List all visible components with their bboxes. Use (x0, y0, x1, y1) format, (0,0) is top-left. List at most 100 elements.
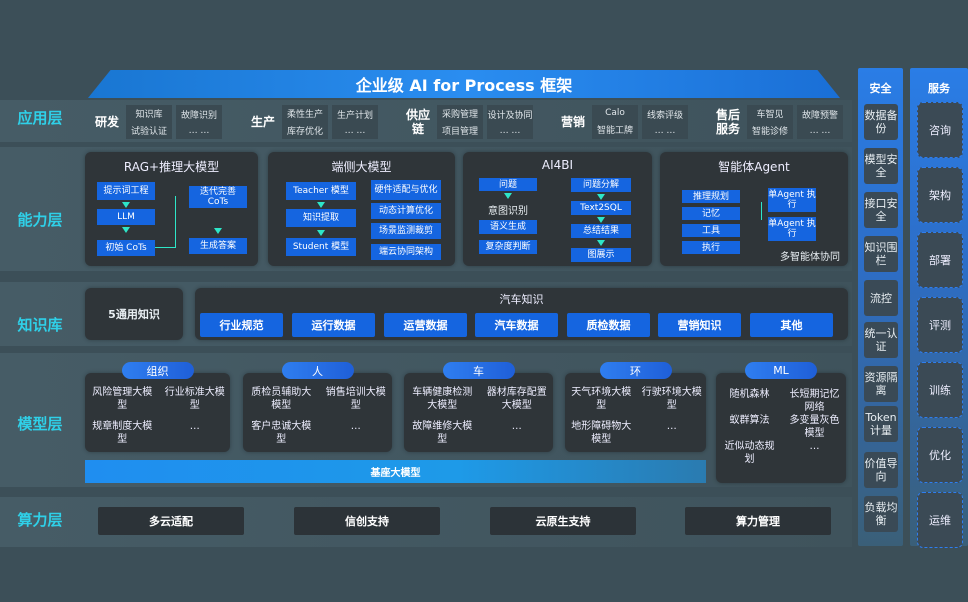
arrow-down-icon (597, 217, 605, 223)
edge-feature: 场景监测裁剪 (371, 223, 441, 239)
model-item: 地形障碍物大模型 (571, 421, 632, 445)
ai4bi-complexity: 复杂度判断 (479, 240, 537, 254)
app-item[interactable]: 柔性生产 (286, 110, 323, 120)
ai4bi-chart: 图展示 (571, 248, 631, 262)
model-item: 长短期记忆网络 (789, 389, 840, 413)
app-item[interactable]: 库存优化 (286, 127, 323, 137)
app-box: 设计及协同 … … (487, 105, 533, 139)
auto-knowledge-title: 汽车知识 (499, 293, 544, 306)
app-item[interactable]: 车智见 (756, 110, 784, 120)
model-group-panel (565, 373, 706, 452)
knowledge-item[interactable]: 汽车数据 (475, 313, 558, 337)
app-item[interactable]: 故障识别 (180, 110, 217, 121)
service-title: 服务 (928, 82, 950, 95)
connector-line (175, 196, 176, 248)
single-agent-exec: 单Agent 执行 (768, 217, 816, 241)
app-item[interactable]: … … (809, 126, 831, 137)
service-item[interactable]: 咨询 (917, 102, 963, 158)
app-box: 采购管理 项目管理 (437, 105, 483, 139)
base-model-bar: 基座大模型 (85, 460, 706, 483)
knowledge-item[interactable]: 营销知识 (658, 313, 741, 337)
knowledge-item[interactable]: 其他 (750, 313, 833, 337)
app-group: 营销 Calo 智能工牌 线索评级 … … (558, 105, 688, 139)
knowledge-item[interactable]: 行业规范 (200, 313, 283, 337)
model-item: 行驶环境大模型 (641, 387, 702, 411)
security-item[interactable]: 负载均衡 (864, 496, 898, 532)
single-agent-exec: 单Agent 执行 (768, 188, 816, 212)
agent-module: 执行 (682, 241, 740, 254)
knowledge-item[interactable]: 运行数据 (292, 313, 375, 337)
app-item[interactable]: … … (188, 126, 210, 137)
app-item[interactable]: 故障预警 (801, 110, 838, 121)
compute-item[interactable]: 云原生支持 (490, 507, 636, 535)
model-item: 风险管理大模型 (92, 387, 153, 411)
security-item[interactable]: 模型安全 (864, 148, 898, 184)
general-knowledge: 5通用知识 (85, 288, 183, 340)
security-item[interactable]: 价值导向 (864, 452, 898, 488)
layer-label-capability: 能力层 (17, 211, 63, 229)
layer-label-compute: 算力层 (17, 511, 63, 529)
model-group-panel (716, 373, 846, 483)
arrow-down-icon (122, 202, 130, 208)
connector-line (752, 202, 762, 220)
model-group-head: 组织 (121, 362, 194, 379)
security-item[interactable]: 接口安全 (864, 192, 898, 228)
model-item: 车辆健康检测大模型 (412, 387, 473, 411)
security-item[interactable]: Token计量 (864, 406, 898, 442)
model-group-panel (404, 373, 553, 452)
security-item[interactable]: 资源隔离 (864, 366, 898, 402)
ai4bi-decompose: 问题分解 (571, 178, 631, 192)
model-item: … (189, 421, 200, 432)
compute-item[interactable]: 多云适配 (98, 507, 244, 535)
service-item[interactable]: 架构 (917, 167, 963, 223)
layer-label-knowledge: 知识库 (17, 316, 63, 334)
service-item[interactable]: 运维 (917, 492, 963, 548)
knowledge-item[interactable]: 运营数据 (384, 313, 467, 337)
edge-title: 端侧大模型 (331, 160, 392, 174)
model-item: 随机森林 (729, 389, 770, 400)
compute-item[interactable]: 信创支持 (294, 507, 440, 535)
app-box: 线索评级 … … (642, 105, 688, 139)
model-item: 多变量灰色模型 (789, 415, 840, 439)
service-item[interactable]: 优化 (917, 427, 963, 483)
app-box: 柔性生产 库存优化 (282, 105, 328, 139)
compute-item[interactable]: 算力管理 (685, 507, 831, 535)
rag-panel: RAG+推理大模型 提示词工程 LLM 初始 CoTs 迭代完善 CoTs 生成… (85, 152, 258, 266)
security-item[interactable]: 知识围栏 (864, 236, 898, 272)
app-item[interactable]: 线索评级 (646, 110, 683, 121)
model-item: 故障维修大模型 (412, 421, 473, 445)
model-item: 器材库存配置大模型 (486, 387, 547, 411)
layer-label-app: 应用层 (17, 109, 63, 127)
app-item[interactable]: … … (344, 126, 366, 137)
knowledge-item[interactable]: 质检数据 (567, 313, 650, 337)
ai4bi-text2sql: Text2SQL (571, 201, 631, 215)
model-group-head: 人 (281, 362, 354, 379)
app-item[interactable]: … … (654, 126, 676, 137)
security-item[interactable]: 统一认证 (864, 322, 898, 358)
model-item: 行业标准大模型 (164, 387, 225, 411)
service-item[interactable]: 评测 (917, 297, 963, 353)
app-item[interactable]: 项目管理 (441, 127, 478, 137)
app-item[interactable]: 试验认证 (130, 127, 167, 137)
app-item[interactable]: 智能诊修 (751, 127, 788, 137)
app-item[interactable]: 设计及协同 (487, 110, 533, 121)
security-item[interactable]: 流控 (864, 280, 898, 316)
app-item[interactable]: 采购管理 (441, 110, 478, 120)
model-item: 规章制度大模型 (92, 421, 153, 445)
app-item[interactable]: 知识库 (135, 110, 163, 120)
app-item[interactable]: … … (499, 126, 521, 137)
model-item: 天气环境大模型 (571, 387, 632, 411)
rag-title: RAG+推理大模型 (123, 160, 220, 174)
ai4bi-question: 问题 (479, 178, 537, 191)
app-group: 供应链 采购管理 项目管理 设计及协同… … (403, 105, 533, 139)
service-item[interactable]: 部署 (917, 232, 963, 288)
app-item[interactable]: Calo (605, 107, 625, 118)
arrow-down-icon (214, 228, 222, 234)
service-item[interactable]: 训练 (917, 362, 963, 418)
arrow-down-icon (597, 194, 605, 200)
security-item[interactable]: 数据备份 (864, 104, 898, 140)
app-item[interactable]: 智能工牌 (596, 126, 633, 137)
agent-panel: 智能体Agent 推理规划 记忆 工具 执行 单Agent 执行 单Agent … (660, 152, 848, 266)
app-item[interactable]: 生产计划 (336, 110, 373, 121)
edge-feature: 端云协同架构 (371, 244, 441, 260)
